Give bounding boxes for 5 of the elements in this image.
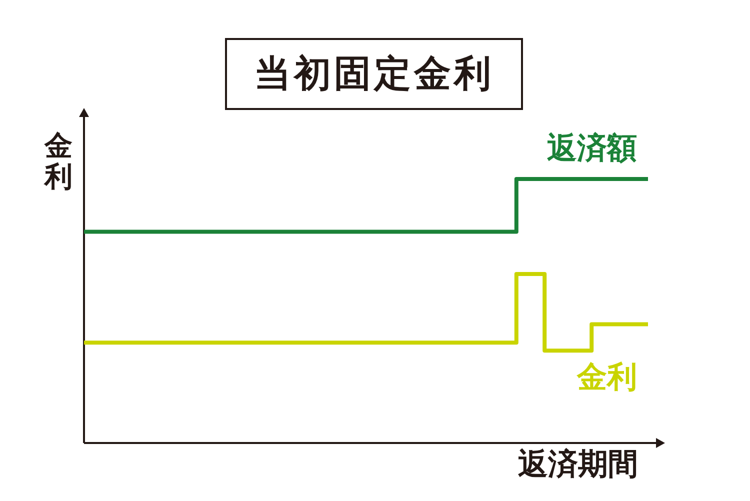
series-label: 返済額 bbox=[547, 130, 637, 166]
y-axis-title: 金利 bbox=[44, 129, 73, 194]
series-label: 金利 bbox=[576, 360, 637, 395]
chart-title: 当初固定金利 bbox=[225, 38, 523, 110]
x-axis-title: 返済期間 bbox=[518, 447, 638, 482]
